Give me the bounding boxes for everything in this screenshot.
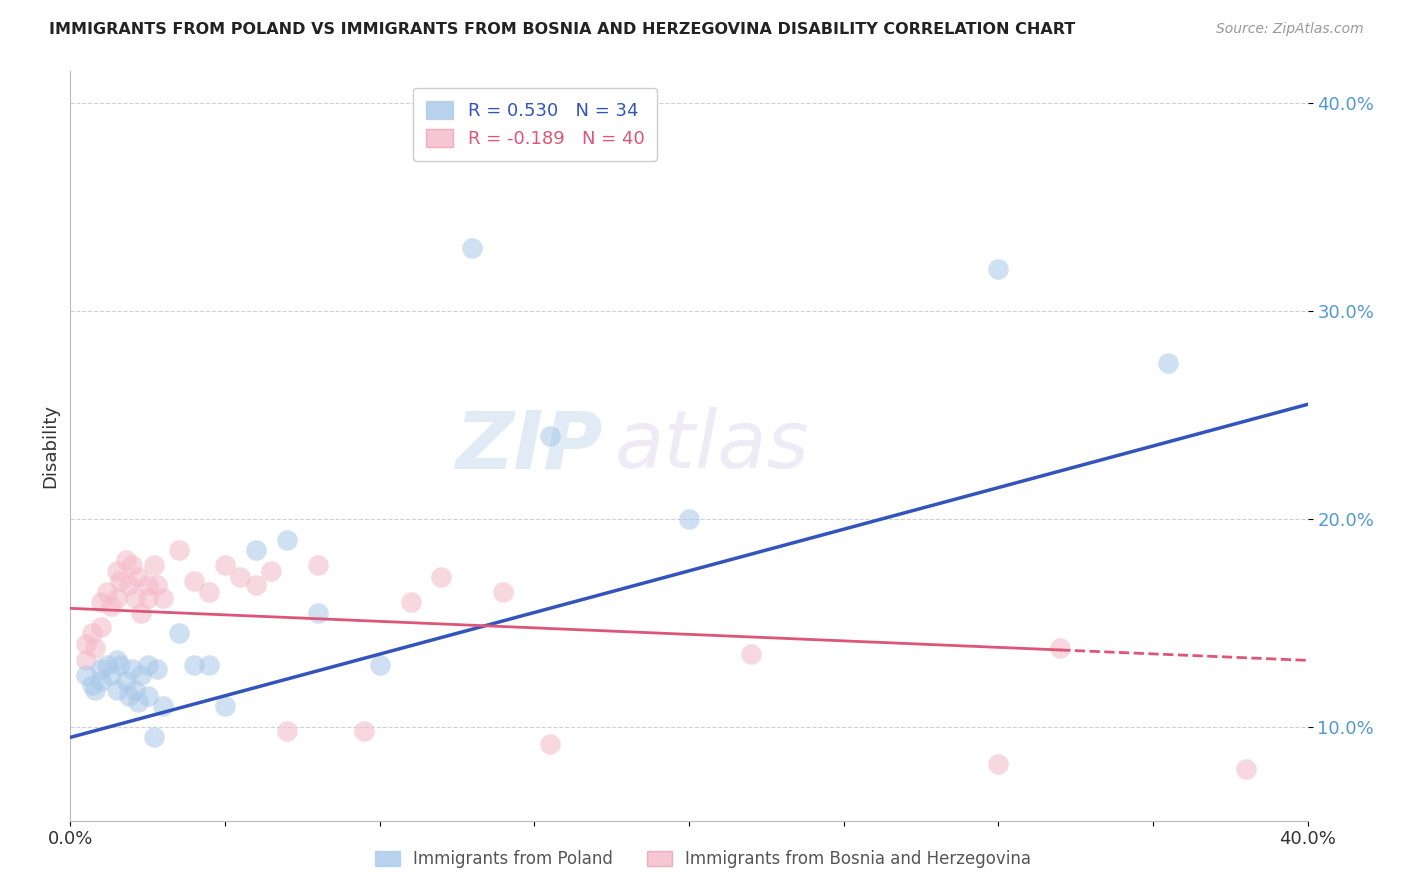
Point [105,591,128,605]
Point [124,591,146,605]
Point [678,512,700,526]
Text: ZIP: ZIP [456,407,602,485]
Point [115,674,138,689]
Point [276,724,298,739]
Point [100,668,122,682]
Point [492,584,515,599]
Point [183,574,205,589]
Point [1049,640,1071,655]
Point [146,578,169,592]
Point [368,657,391,672]
Point [214,699,236,714]
Point [245,578,267,592]
Point [136,657,159,672]
Point [90,595,112,609]
Point [105,653,128,667]
Point [1234,762,1257,776]
Point [307,558,329,572]
Point [84,640,107,655]
Point [353,724,375,739]
Point [80,626,103,640]
Point [399,595,422,609]
Point [136,689,159,703]
Point [118,689,141,703]
Point [307,606,329,620]
Point [84,682,107,697]
Point [430,570,453,584]
Legend: R = 0.530   N = 34, R = -0.189   N = 40: R = 0.530 N = 34, R = -0.189 N = 40 [413,88,657,161]
Point [538,428,561,442]
Point [108,574,131,589]
Point [127,695,149,709]
Point [183,657,205,672]
Point [100,599,122,614]
Point [90,662,112,676]
Point [121,558,143,572]
Point [152,591,174,605]
Point [124,682,146,697]
Point [198,657,221,672]
Point [105,564,128,578]
Point [105,682,128,697]
Point [131,606,153,620]
Point [152,699,174,714]
Point [121,662,143,676]
Text: IMMIGRANTS FROM POLAND VS IMMIGRANTS FROM BOSNIA AND HERZEGOVINA DISABILITY CORR: IMMIGRANTS FROM POLAND VS IMMIGRANTS FRO… [49,22,1076,37]
Point [146,662,169,676]
Point [987,262,1010,277]
Y-axis label: Disability: Disability [41,404,59,488]
Legend: Immigrants from Poland, Immigrants from Bosnia and Herzegovina: Immigrants from Poland, Immigrants from … [368,844,1038,875]
Point [987,757,1010,772]
Point [245,543,267,558]
Point [136,591,159,605]
Point [90,674,112,689]
Point [167,626,190,640]
Text: Source: ZipAtlas.com: Source: ZipAtlas.com [1216,22,1364,37]
Point [260,564,283,578]
Point [75,637,97,651]
Point [142,558,165,572]
Point [131,668,153,682]
Point [108,657,131,672]
Point [90,620,112,634]
Point [136,578,159,592]
Point [96,584,118,599]
Point [75,668,97,682]
Point [115,553,138,567]
Point [167,543,190,558]
Point [127,570,149,584]
Point [75,653,97,667]
Text: atlas: atlas [614,407,810,485]
Point [214,558,236,572]
Point [1157,356,1180,370]
Point [142,731,165,745]
Point [229,570,252,584]
Point [538,737,561,751]
Point [276,533,298,547]
Point [118,578,141,592]
Point [461,241,484,255]
Point [80,678,103,692]
Point [198,584,221,599]
Point [740,647,762,661]
Point [96,657,118,672]
